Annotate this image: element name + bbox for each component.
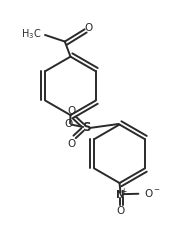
Text: O: O bbox=[67, 106, 76, 116]
Text: O: O bbox=[64, 119, 73, 129]
Text: O$^-$: O$^-$ bbox=[144, 187, 161, 199]
Text: N: N bbox=[116, 190, 125, 200]
Text: H$_3$C: H$_3$C bbox=[21, 27, 41, 41]
Text: S: S bbox=[82, 121, 91, 134]
Text: O: O bbox=[84, 23, 92, 33]
Text: O: O bbox=[116, 206, 125, 216]
Text: O: O bbox=[67, 139, 76, 149]
Text: +: + bbox=[120, 187, 126, 196]
